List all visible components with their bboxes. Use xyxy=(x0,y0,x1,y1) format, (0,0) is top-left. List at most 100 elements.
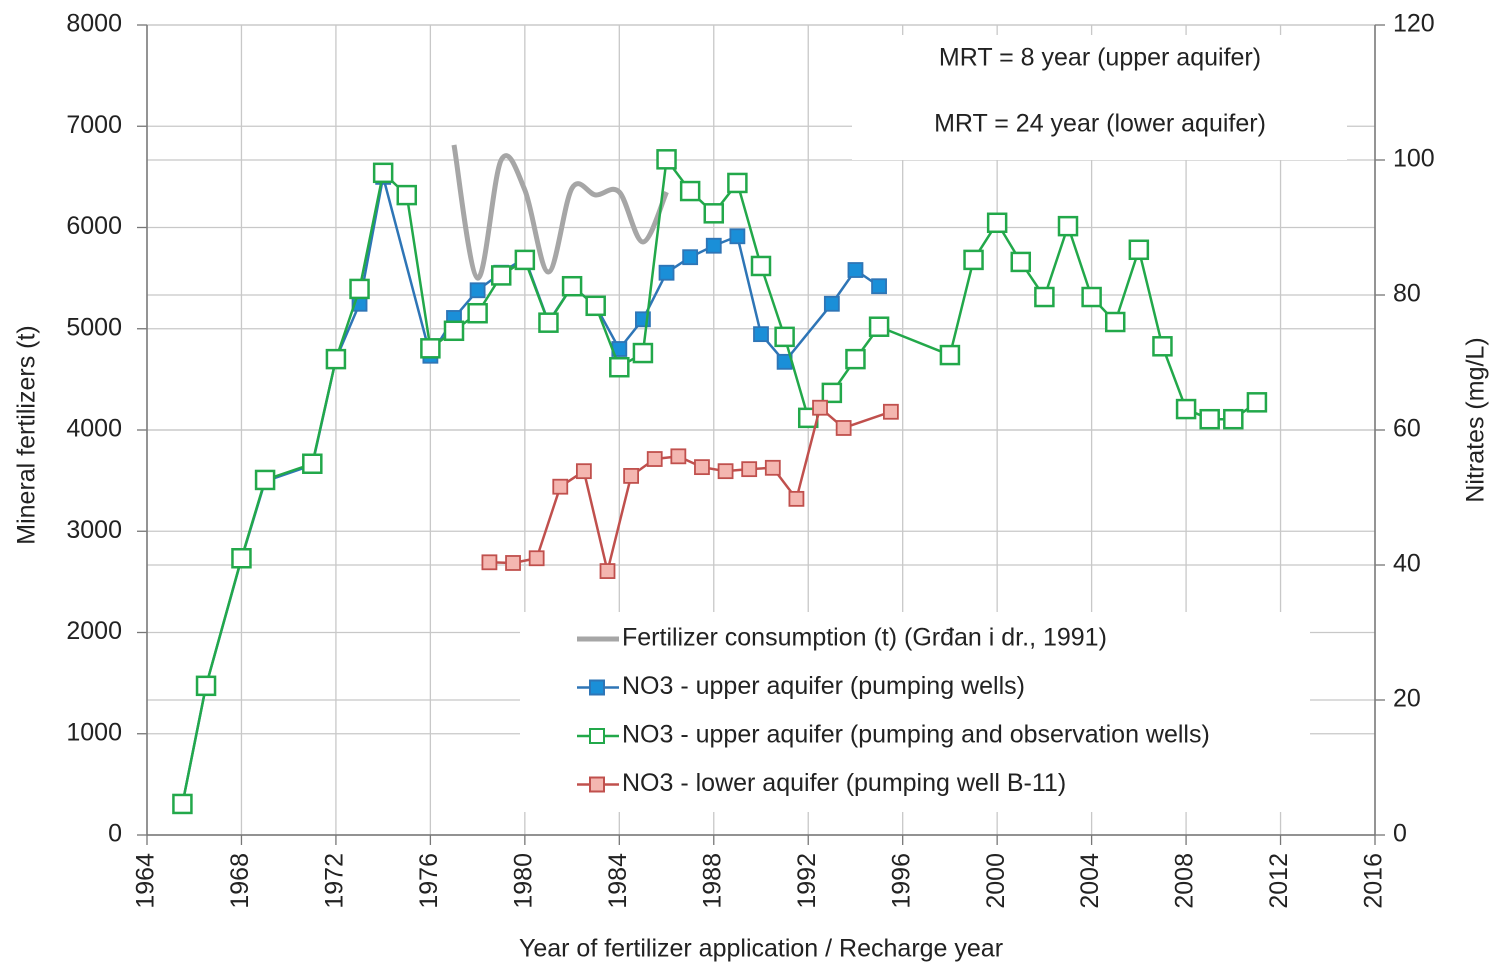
data-point xyxy=(774,326,795,348)
data-point xyxy=(646,451,663,467)
data-point xyxy=(1246,392,1268,413)
data-point xyxy=(1152,336,1173,357)
x-tick-label: 2008 xyxy=(1171,853,1199,909)
data-point xyxy=(703,203,725,224)
data-point xyxy=(349,278,370,300)
data-point xyxy=(871,278,887,295)
data-point xyxy=(302,453,323,474)
data-point xyxy=(986,212,1008,234)
data-point xyxy=(753,326,769,343)
y-axis-title: Mineral fertilizers (t) xyxy=(13,325,41,544)
data-point xyxy=(764,459,781,476)
legend-label: NO3 - lower aquifer (pumping well B-11) xyxy=(622,769,1066,797)
data-point xyxy=(658,264,675,281)
data-point xyxy=(1081,286,1102,308)
data-point xyxy=(609,356,630,378)
data-point xyxy=(847,262,864,278)
legend-marker xyxy=(589,679,605,696)
data-point xyxy=(623,467,640,484)
legend-label: NO3 - upper aquifer (pumping and observa… xyxy=(622,721,1210,749)
y2-tick-label: 100 xyxy=(1393,145,1435,173)
y-tick-label: 4000 xyxy=(66,415,122,443)
annotation-box xyxy=(852,35,1347,160)
y2-tick-label: 40 xyxy=(1393,550,1421,578)
data-point xyxy=(670,448,687,465)
data-point xyxy=(514,249,536,271)
y-tick-label: 1000 xyxy=(66,718,122,746)
data-point xyxy=(750,255,772,277)
series-line xyxy=(451,144,669,281)
data-point xyxy=(694,459,710,476)
annotation: MRT = 24 year (lower aquifer) xyxy=(934,110,1266,138)
data-point xyxy=(939,344,961,366)
data-point xyxy=(585,295,606,317)
data-point xyxy=(396,184,418,206)
data-point xyxy=(1199,408,1220,430)
y-tick-label: 5000 xyxy=(66,313,122,341)
grid xyxy=(137,24,1385,845)
data-point xyxy=(561,275,583,297)
x-tick-label: 1976 xyxy=(415,853,443,909)
x-tick-label: 1996 xyxy=(887,853,915,909)
data-point xyxy=(845,348,866,370)
y2-tick-label: 80 xyxy=(1393,280,1421,308)
data-point xyxy=(254,469,276,491)
data-point xyxy=(443,320,465,342)
data-point xyxy=(963,249,984,271)
data-point xyxy=(575,463,592,480)
x-tick-label: 1968 xyxy=(226,853,254,909)
data-point xyxy=(717,463,734,480)
data-point xyxy=(882,403,899,420)
annotation: MRT = 8 year (upper aquifer) xyxy=(939,44,1261,72)
overlay: 0 1000 2000 3000 4000 5000 6000 7000 8000 0 20 40 60… xyxy=(13,10,1490,963)
data-point xyxy=(835,420,852,436)
y-tick-label: 7000 xyxy=(66,111,122,139)
data-point xyxy=(481,554,498,571)
data-point xyxy=(552,478,569,495)
data-point xyxy=(812,399,828,416)
data-point xyxy=(1104,311,1126,333)
x-tick-label: 1972 xyxy=(321,853,349,909)
x-tick-label: 1988 xyxy=(698,853,726,909)
data-point xyxy=(656,149,677,170)
data-point xyxy=(469,282,486,299)
y2-tick-label: 0 xyxy=(1393,820,1407,848)
data-point xyxy=(231,548,252,569)
y2-tick-label: 60 xyxy=(1393,415,1421,443)
y-tick-label: 6000 xyxy=(66,212,122,240)
data-point xyxy=(821,382,843,404)
y-tick-label: 3000 xyxy=(66,516,122,544)
x-tick-label: 2012 xyxy=(1265,853,1293,909)
x-tick-label: 1980 xyxy=(509,853,537,909)
data-point xyxy=(823,295,840,312)
data-point xyxy=(599,563,616,579)
data-point xyxy=(868,316,890,337)
x-tick-label: 2004 xyxy=(1076,853,1104,909)
x-tick-label: 2016 xyxy=(1360,853,1388,909)
plot xyxy=(172,144,1268,815)
data-point xyxy=(705,237,722,254)
x-tick-label: 1984 xyxy=(604,853,632,909)
data-point xyxy=(195,675,217,697)
data-point xyxy=(741,461,758,478)
data-point xyxy=(1057,215,1079,237)
y2-tick-label: 120 xyxy=(1393,10,1435,38)
data-point xyxy=(1128,239,1150,261)
legend-marker xyxy=(589,776,605,793)
data-point xyxy=(1175,398,1197,420)
y2-axis-title: Nitrates (mg/L) xyxy=(1462,337,1490,502)
data-point xyxy=(682,249,699,266)
y2-tick-label: 20 xyxy=(1393,685,1421,713)
data-point xyxy=(788,490,805,507)
data-point xyxy=(632,342,654,364)
x-tick-label: 2000 xyxy=(982,853,1010,909)
data-point xyxy=(538,312,559,333)
legend-label: NO3 - upper aquifer (pumping wells) xyxy=(622,672,1025,700)
data-point xyxy=(528,550,545,567)
data-point xyxy=(372,162,394,184)
x-axis-title: Year of fertilizer application / Recharg… xyxy=(519,935,1003,963)
data-point xyxy=(467,302,488,324)
data-point xyxy=(505,555,521,571)
legend-marker xyxy=(589,728,605,744)
